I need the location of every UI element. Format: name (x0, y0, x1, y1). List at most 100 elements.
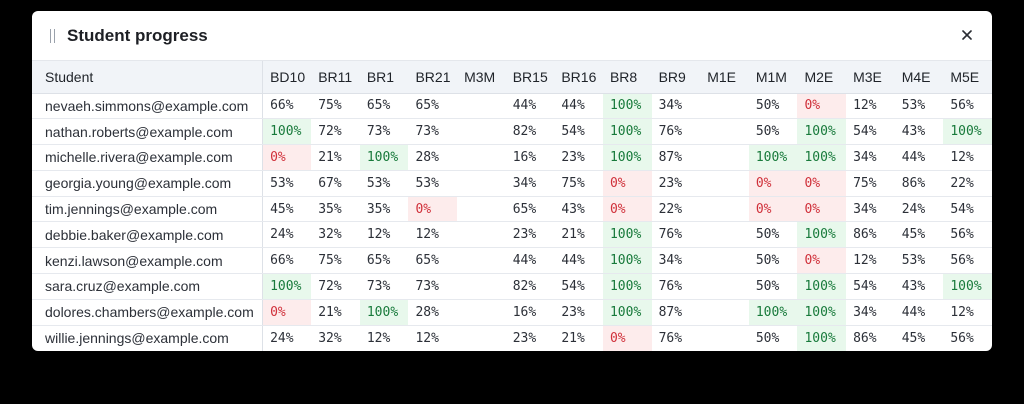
score-cell: 50% (748, 118, 798, 146)
score-cell: 100% (602, 247, 652, 275)
score-cell: 43% (554, 196, 603, 223)
score-cell: 0% (408, 196, 458, 223)
score-cell: 53% (894, 93, 944, 120)
score-cell: 12% (846, 247, 895, 275)
table-row[interactable]: kenzi.lawson@example.com 66% 75% 65% 65% 44% 4… (32, 247, 992, 275)
score-cell: 100% (797, 144, 847, 171)
score-cell: 82% (505, 273, 555, 300)
score-cell: 100% (602, 273, 652, 300)
column-header-m4e[interactable]: M4E (894, 61, 944, 94)
score-cell: 16% (505, 299, 555, 326)
score-cell: 12% (846, 93, 895, 120)
score-cell: 76% (651, 273, 701, 300)
score-cell (700, 144, 749, 171)
column-header-br8[interactable]: BR8 (602, 61, 652, 94)
score-cell: 53% (359, 170, 409, 197)
score-cell: 73% (359, 273, 409, 300)
score-cell: 75% (554, 170, 603, 197)
table-row[interactable]: nathan.roberts@example.com 100% 72% 73% 73% 8… (32, 118, 992, 146)
score-cell: 0% (797, 170, 847, 197)
table-row[interactable]: michelle.rivera@example.com 0% 21% 100% 28% 1… (32, 144, 992, 171)
column-header-br15[interactable]: BR15 (505, 61, 555, 94)
column-header-br1[interactable]: BR1 (359, 61, 409, 94)
score-cell: 21% (311, 144, 360, 171)
table-row[interactable]: georgia.young@example.com 53% 67% 53% 53% 34%… (32, 170, 992, 197)
score-cell: 0% (602, 196, 652, 223)
score-cell: 100% (943, 273, 992, 300)
score-cell: 12% (943, 144, 992, 171)
score-cell: 12% (415, 330, 439, 346)
score-cell: 34% (846, 144, 895, 171)
score-cell: 100% (602, 118, 652, 146)
column-header-m1m[interactable]: M1M (748, 61, 798, 94)
close-icon (962, 30, 972, 40)
score-cell: 73% (408, 118, 458, 146)
score-cell: 21% (554, 221, 603, 249)
score-cell: 32% (318, 330, 342, 346)
score-cell: 100% (797, 118, 847, 146)
score-cell: 0% (602, 170, 652, 197)
score-cell (457, 273, 506, 300)
score-cell: 100% (797, 299, 847, 326)
score-cell: 28% (408, 144, 458, 171)
score-cell: 100% (602, 144, 652, 171)
table-row[interactable]: sara.cruz@example.com 100% 72% 73% 73% 82% 54%… (32, 273, 992, 300)
table-row[interactable]: tim.jennings@example.com 45% 35% 35% 0% 65% 43… (32, 196, 992, 223)
score-cell (700, 299, 749, 326)
score-cell: 16% (505, 144, 555, 171)
column-header-br16[interactable]: BR16 (554, 61, 603, 94)
column-header-m2e[interactable]: M2E (797, 61, 847, 94)
score-cell: 65% (505, 196, 555, 223)
score-cell (700, 221, 749, 249)
score-cell (457, 118, 506, 146)
table-row[interactable]: willie.jennings@example.com 24% 32% 12% 12% 2… (32, 325, 992, 351)
score-cell: 76% (658, 330, 683, 346)
score-cell: 12% (366, 330, 391, 346)
score-cell (700, 93, 749, 120)
student-email: nathan.roberts@example.com (32, 118, 264, 146)
score-cell: 50% (748, 221, 798, 249)
column-header-br11[interactable]: BR11 (311, 61, 360, 94)
score-cell: 86% (894, 170, 944, 197)
column-header-m3m[interactable]: M3M (457, 61, 506, 94)
column-header-m1e[interactable]: M1E (700, 61, 749, 94)
student-email: sara.cruz@example.com (32, 273, 264, 300)
score-cell: 100% (943, 118, 992, 146)
score-cell: 44% (554, 247, 603, 275)
score-cell: 56% (943, 221, 992, 249)
score-cell: 34% (651, 93, 701, 120)
score-cell: 44% (894, 144, 944, 171)
score-cell: 87% (651, 144, 701, 171)
score-cell: 23% (554, 299, 603, 326)
close-button[interactable] (956, 24, 978, 46)
column-header-m3e[interactable]: M3E (846, 61, 895, 94)
score-cell: 50% (755, 330, 780, 346)
column-header-m5e[interactable]: M5E (943, 61, 992, 94)
score-cell: 50% (748, 93, 798, 120)
panel-header: Student progress (32, 11, 992, 61)
column-header-student[interactable]: Student (32, 61, 264, 94)
score-cell: 35% (359, 196, 409, 223)
table-row[interactable]: debbie.baker@example.com 24% 32% 12% 12% 23% 2… (32, 221, 992, 249)
table-row[interactable]: nevaeh.simmons@example.com 66% 75% 65% 65% 44… (32, 93, 992, 120)
score-cell: 87% (651, 299, 701, 326)
column-header-bd10[interactable]: BD10 (262, 61, 312, 94)
score-cell: 0% (602, 325, 652, 351)
score-cell: 67% (311, 170, 360, 197)
table-row[interactable]: dolores.chambers@example.com 0% 21% 100% 28%… (32, 299, 992, 326)
score-cell: 53% (408, 170, 458, 197)
score-cell: 100% (262, 118, 312, 146)
score-cell (457, 196, 506, 223)
column-header-br9[interactable]: BR9 (651, 61, 701, 94)
score-cell (457, 221, 506, 249)
score-cell: 76% (651, 221, 701, 249)
score-cell: 23% (651, 170, 701, 197)
student-email: michelle.rivera@example.com (32, 144, 264, 171)
score-cell: 45% (901, 330, 926, 346)
score-cell (700, 325, 749, 351)
score-cell (700, 170, 749, 197)
column-header-br21[interactable]: BR21 (408, 61, 458, 94)
score-cell (700, 118, 749, 146)
drag-handle-icon[interactable] (50, 28, 55, 43)
score-cell: 21% (311, 299, 360, 326)
